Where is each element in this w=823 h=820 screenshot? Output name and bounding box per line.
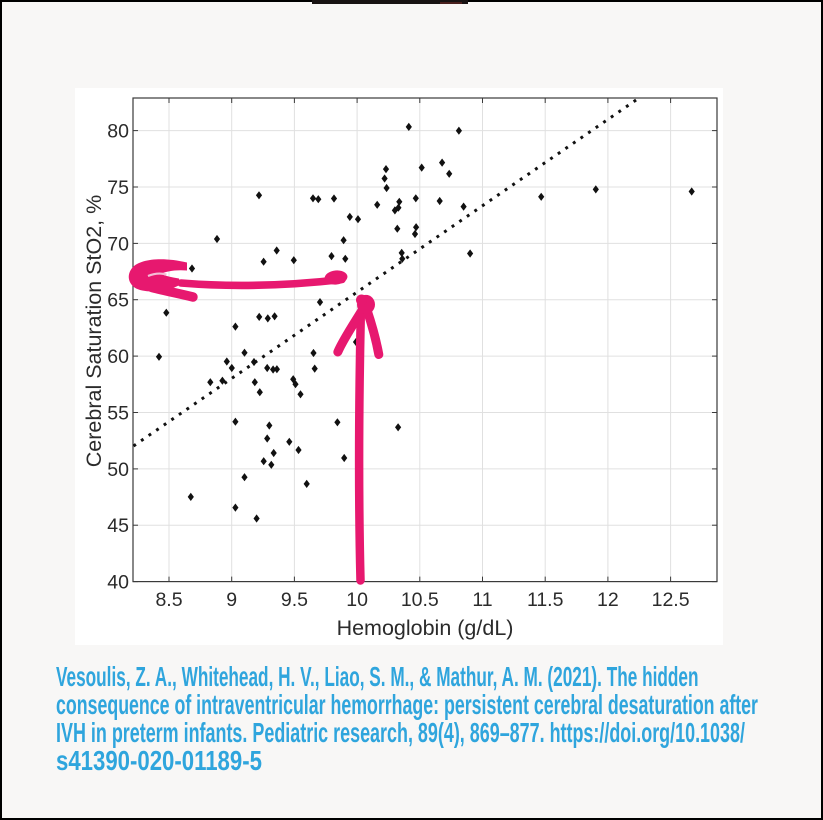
svg-text:Hemoglobin (g/dL): Hemoglobin (g/dL): [337, 616, 514, 640]
svg-text:12.5: 12.5: [652, 589, 690, 611]
svg-text:8.5: 8.5: [155, 589, 182, 611]
svg-text:Cerebral Saturation StO2, %: Cerebral Saturation StO2, %: [82, 195, 106, 467]
svg-text:70: 70: [107, 233, 129, 255]
svg-text:55: 55: [107, 403, 129, 425]
svg-text:40: 40: [107, 572, 129, 594]
svg-text:10: 10: [346, 589, 368, 611]
svg-text:9.5: 9.5: [281, 589, 308, 611]
svg-text:9: 9: [226, 589, 237, 611]
svg-text:80: 80: [107, 121, 129, 143]
svg-text:11: 11: [472, 589, 492, 611]
svg-text:75: 75: [107, 177, 129, 199]
svg-text:11.5: 11.5: [527, 589, 564, 611]
svg-text:60: 60: [107, 346, 129, 368]
svg-text:65: 65: [107, 290, 129, 312]
svg-text:10.5: 10.5: [401, 589, 439, 611]
svg-text:45: 45: [107, 515, 129, 537]
svg-text:50: 50: [107, 459, 129, 481]
svg-text:12: 12: [597, 589, 619, 611]
